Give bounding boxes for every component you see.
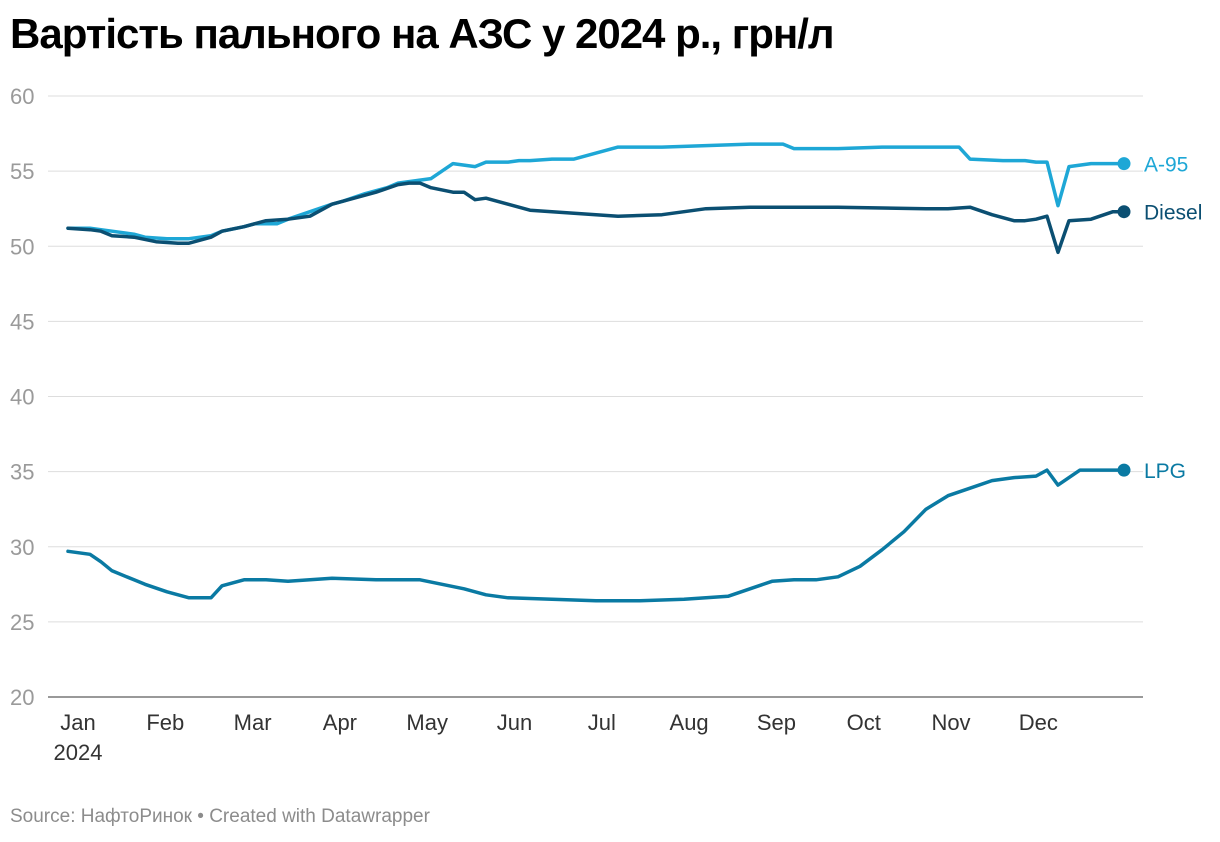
- x-axis: Jan 2024 Feb Mar Apr May Jun Jul Aug Sep Oct Nov Dec: [54, 710, 1058, 765]
- y-tick-label: 55: [10, 159, 34, 184]
- series-labels: A-95 Diesel LPG: [1144, 154, 1202, 484]
- x-tick-label: Sep: [757, 710, 796, 735]
- x-tick-label: Jun: [497, 710, 532, 735]
- a-95-endpoint: [1117, 157, 1131, 171]
- x-tick-label: Apr: [323, 710, 357, 735]
- y-tick-label: 50: [10, 234, 34, 259]
- footer: Source: НафтоРинок • Created with Datawr…: [10, 806, 430, 828]
- source-link[interactable]: НафтоРинок: [80, 806, 192, 827]
- credit-link[interactable]: Created with Datawrapper: [209, 806, 430, 827]
- diesel-endpoint: [1117, 205, 1131, 219]
- x-tick-label: Feb: [146, 710, 184, 735]
- lpg-label: LPG: [1144, 460, 1186, 483]
- x-tick-label: Oct: [847, 710, 881, 735]
- chart-title: Вартість пального на АЗС у 2024 р., грн/…: [10, 10, 835, 57]
- x-tick-label: Jan: [60, 710, 95, 735]
- y-tick-label: 35: [10, 460, 34, 485]
- y-tick-label: 40: [10, 385, 34, 410]
- x-tick-sublabel: 2024: [54, 740, 103, 765]
- separator: •: [197, 806, 204, 827]
- y-tick-label: 45: [10, 309, 34, 334]
- grid: 20 25 30 35 40 45 50 55 60: [10, 84, 1143, 710]
- lpg-line: [66, 468, 1126, 603]
- lpg-endpoint: [1117, 463, 1131, 477]
- x-tick-label: Dec: [1019, 710, 1058, 735]
- x-tick-label: May: [406, 710, 448, 735]
- y-tick-label: 20: [10, 685, 34, 710]
- x-tick-label: Jul: [588, 710, 616, 735]
- x-tick-label: Mar: [234, 710, 272, 735]
- a-95-label: A-95: [1144, 154, 1188, 177]
- source-label: Source:: [10, 806, 76, 827]
- y-tick-label: 60: [10, 84, 34, 109]
- x-tick-label: Aug: [670, 710, 709, 735]
- series-lines: [66, 142, 1131, 603]
- y-tick-label: 25: [10, 610, 34, 635]
- diesel-label: Diesel: [1144, 202, 1202, 225]
- y-tick-label: 30: [10, 535, 34, 560]
- a-95-line: [66, 142, 1126, 241]
- diesel-line: [66, 181, 1126, 255]
- x-tick-label: Nov: [931, 710, 970, 735]
